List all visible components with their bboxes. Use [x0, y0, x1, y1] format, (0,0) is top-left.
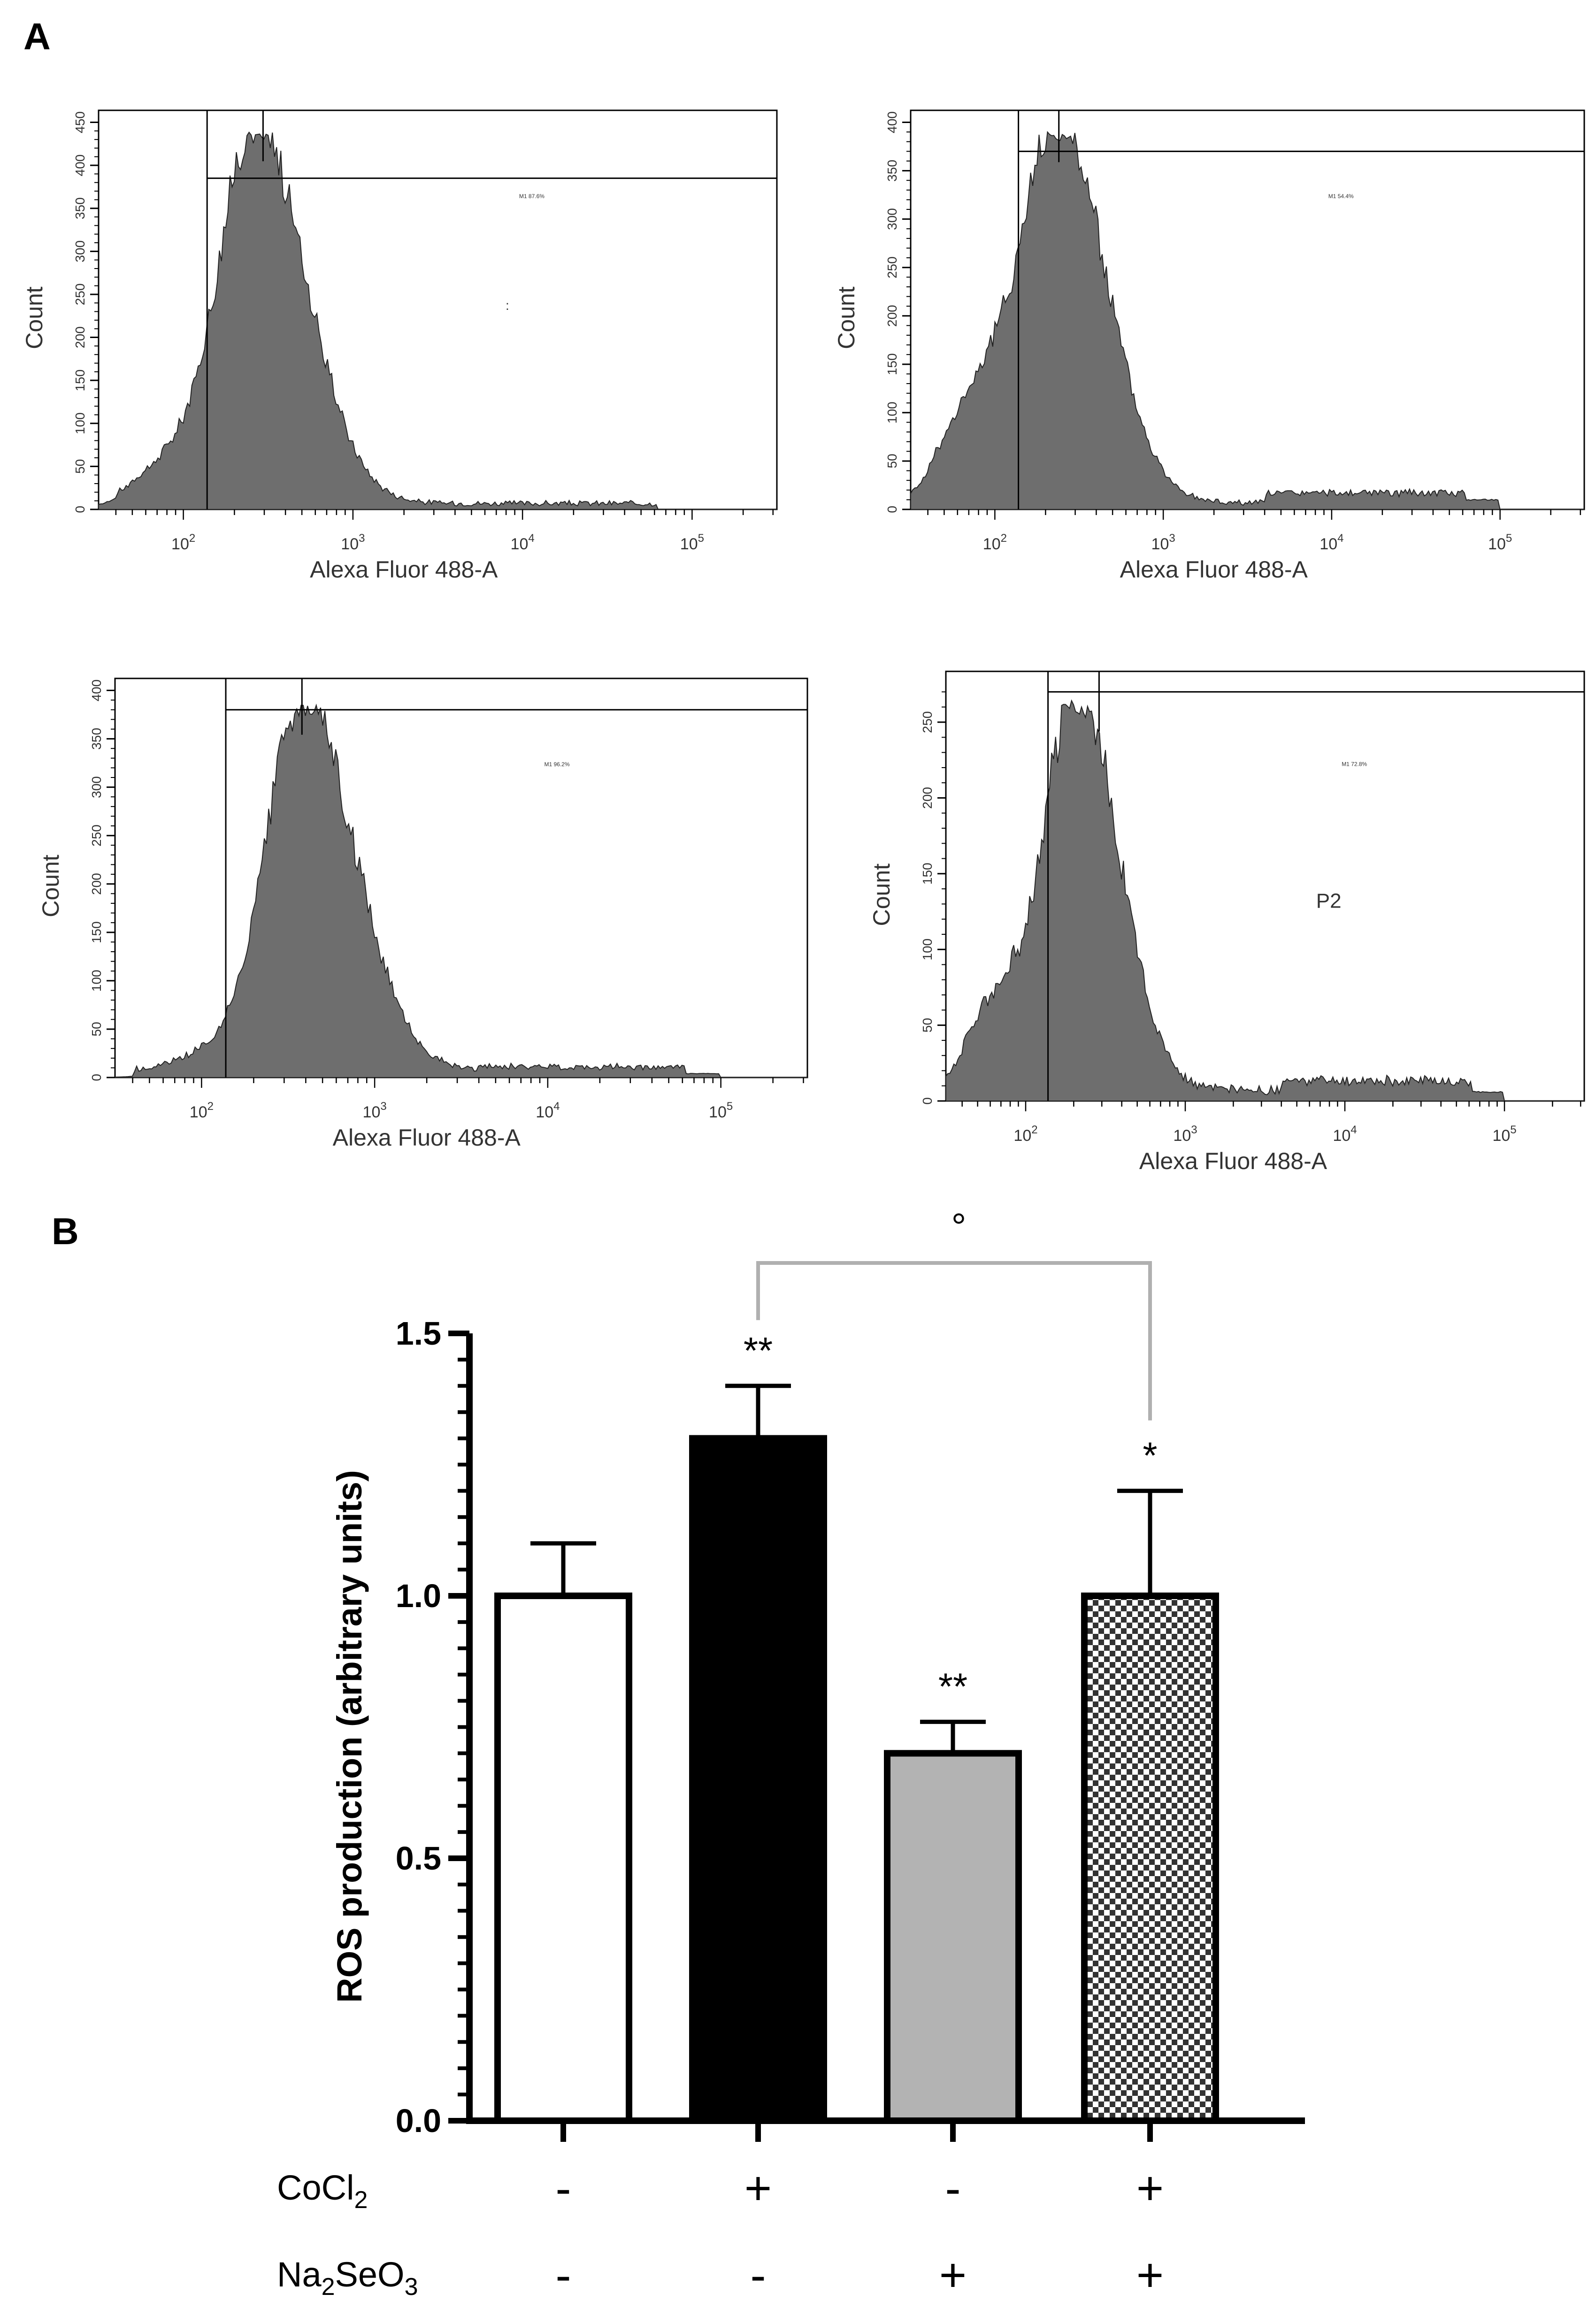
y-tick-label: 150	[73, 369, 87, 392]
y-axis-label: Count	[38, 854, 64, 917]
x-axis-label: Alexa Fluor 488-A	[1120, 556, 1308, 583]
y-tick-label: 400	[73, 154, 87, 177]
histogram-area	[115, 703, 807, 1078]
histogram-area	[910, 131, 1584, 510]
gate-label: M1 87.6%	[519, 193, 545, 200]
condition-label: Na2SeO3	[277, 2255, 418, 2301]
x-tick-label: 105	[1488, 532, 1512, 553]
y-tick-label: 50	[89, 1022, 104, 1036]
condition-sign: -	[555, 2162, 571, 2215]
x-tick-label: 105	[709, 1100, 733, 1121]
y-tick-label: 450	[73, 111, 87, 133]
y-tick-label: 0	[73, 506, 87, 513]
y-tick-label: 400	[885, 111, 899, 133]
y-tick-label: 200	[885, 305, 899, 327]
x-tick-label: 102	[1013, 1124, 1037, 1145]
x-tick-label: 104	[536, 1100, 560, 1121]
y-tick-label: 300	[89, 776, 104, 798]
bar	[689, 1435, 827, 2124]
y-tick-label: 100	[73, 412, 87, 434]
gate-label: M1 54.4%	[1328, 193, 1354, 200]
y-tick-label: 150	[89, 921, 104, 943]
significance-marker: **	[938, 1665, 967, 1707]
y-tick-label: 350	[885, 160, 899, 182]
y-tick-label: 50	[885, 454, 899, 468]
bar	[494, 1593, 632, 2124]
y-axis-label: Count	[868, 863, 895, 926]
x-tick-label: 103	[341, 532, 365, 553]
x-tick-label: 104	[1320, 532, 1343, 553]
x-axis-label: Alexa Fluor 488-A	[310, 556, 498, 583]
region-label: :	[506, 298, 509, 313]
y-tick-label: 0	[885, 506, 899, 513]
x-axis-label: Alexa Fluor 488-A	[333, 1124, 521, 1151]
x-tick-label: 103	[1173, 1124, 1197, 1145]
y-tick-label: 350	[73, 197, 87, 219]
condition-sign: -	[555, 2249, 571, 2301]
significance-marker: *	[1143, 1434, 1157, 1476]
y-tick-label: 0	[920, 1097, 935, 1105]
y-tick-label: 100	[89, 970, 104, 992]
y-tick-label: 0	[89, 1074, 104, 1081]
condition-sign: +	[1136, 2162, 1164, 2215]
y-tick-label: 150	[885, 353, 899, 375]
y-tick-label: 0.5	[396, 1840, 441, 1877]
condition-sign: +	[939, 2249, 967, 2301]
x-tick-label: 104	[1333, 1124, 1357, 1145]
gate-label: M1 72.8%	[1342, 761, 1367, 767]
condition-sign: -	[945, 2162, 960, 2215]
y-tick-label: 250	[73, 284, 87, 306]
histogram-bottom-left: M1 96.2% 0 50 100 150 200 250 300 350 400 102 103 10…	[38, 677, 808, 1151]
y-tick-label: 1.0	[396, 1578, 441, 1614]
condition-sign: -	[750, 2249, 766, 2301]
x-tick-label: 105	[680, 532, 704, 553]
histogram-top-right: M1 54.4% 0 50 100 150 200 250 300 350 400 102 103 10…	[833, 109, 1585, 583]
comparison-bracket	[756, 1261, 1152, 1421]
y-tick-label: 300	[885, 208, 899, 230]
y-tick-label: 200	[89, 873, 104, 895]
bracket-label: °	[951, 1206, 967, 1247]
y-tick-label: 100	[920, 939, 935, 961]
region-label: P2	[1316, 889, 1342, 912]
histogram-top-left: M1 87.6%: 0 50 100 150 200 250 300 350 400 450 102 1…	[21, 109, 778, 583]
y-tick-label: 1.5	[396, 1315, 441, 1352]
gate-label: M1 96.2%	[545, 761, 570, 768]
y-tick-label: 250	[885, 256, 899, 278]
y-tick-label: 150	[920, 863, 935, 885]
y-tick-label: 100	[885, 402, 899, 424]
y-axis-label: Count	[21, 286, 47, 349]
y-tick-label: 400	[89, 679, 104, 701]
histogram-area	[945, 699, 1584, 1101]
x-tick-label: 102	[983, 532, 1007, 553]
x-tick-label: 103	[363, 1100, 387, 1121]
x-tick-label: 103	[1151, 532, 1175, 553]
condition-label: CoCl2	[277, 2168, 368, 2214]
histogram-bottom-right: M1 72.8% P2 0 50 100 150 200 250 102 103 104 105 Ale…	[868, 670, 1585, 1174]
x-tick-label: 102	[171, 532, 195, 553]
y-tick-label: 200	[920, 787, 935, 809]
condition-sign: +	[1136, 2249, 1164, 2301]
y-tick-label: 250	[89, 824, 104, 847]
condition-sign: +	[744, 2162, 772, 2215]
y-tick-label: 250	[920, 711, 935, 733]
x-tick-label: 102	[190, 1100, 214, 1121]
x-tick-label: 105	[1492, 1124, 1516, 1145]
bar	[1081, 1593, 1219, 2124]
significance-marker: **	[744, 1330, 773, 1371]
y-axis-label: ROS production (arbitrary units)	[330, 1470, 369, 2003]
y-tick-label: 300	[73, 240, 87, 262]
y-tick-label: 200	[73, 326, 87, 348]
bar	[884, 1750, 1022, 2124]
y-tick-label: 50	[73, 459, 87, 474]
y-tick-label: 0.0	[396, 2102, 441, 2139]
x-axis-label: Alexa Fluor 488-A	[1139, 1148, 1327, 1174]
y-axis-label: Count	[833, 286, 859, 349]
x-tick-label: 104	[511, 532, 535, 553]
y-tick-label: 50	[920, 1018, 935, 1032]
panel-a-label: A	[23, 15, 51, 57]
y-tick-label: 350	[89, 728, 104, 750]
panel-b-label: B	[52, 1210, 79, 1252]
